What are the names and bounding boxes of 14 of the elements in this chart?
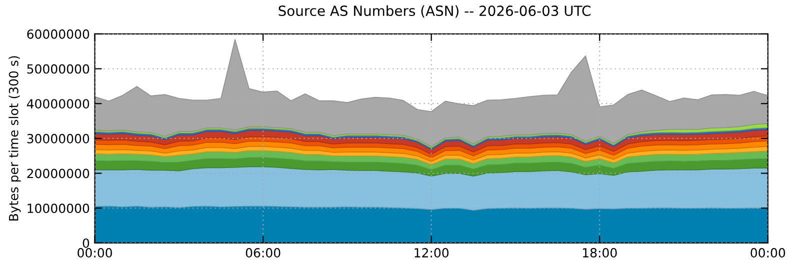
chart-title: Source AS Numbers (ASN) -- 2026-06-03 UTC bbox=[278, 5, 590, 18]
y-tick-label: 0 bbox=[82, 238, 90, 248]
x-tick-label: 12:00 bbox=[414, 248, 449, 258]
y-axis-title: Bytes per time slot (300 s) bbox=[8, 56, 21, 221]
y-tick-label: 60000000 bbox=[27, 29, 90, 39]
y-tick-label: 50000000 bbox=[27, 64, 90, 74]
y-tick-label: 20000000 bbox=[27, 168, 90, 178]
x-tick-label: 18:00 bbox=[582, 248, 617, 258]
x-tick-label: 00:00 bbox=[78, 248, 112, 258]
x-tick-label: 06:00 bbox=[246, 248, 280, 258]
y-tick-label: 30000000 bbox=[27, 134, 90, 144]
y-tick-label: 10000000 bbox=[28, 204, 90, 214]
x-tick-label: 00:00 bbox=[750, 248, 786, 258]
y-tick-label: 40000000 bbox=[26, 99, 90, 109]
